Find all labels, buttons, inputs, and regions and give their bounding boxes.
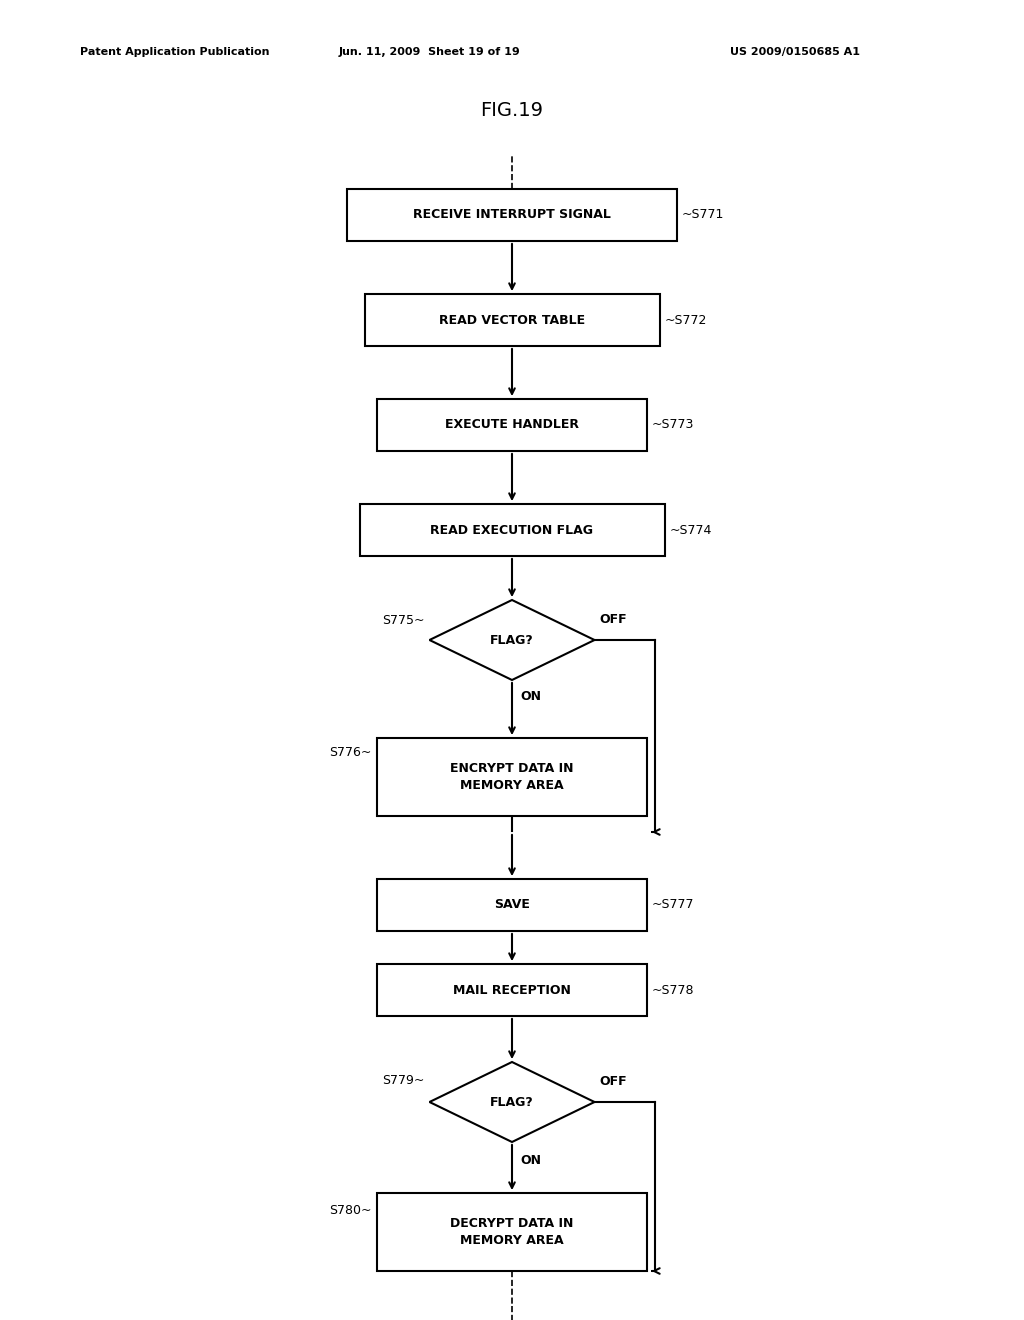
Text: ON: ON bbox=[520, 689, 541, 702]
Bar bbox=[347, 189, 677, 242]
Text: FLAG?: FLAG? bbox=[490, 1096, 534, 1109]
Bar bbox=[377, 1193, 647, 1271]
Text: S775~: S775~ bbox=[382, 614, 425, 627]
Text: ~S773: ~S773 bbox=[652, 418, 694, 432]
Bar bbox=[359, 504, 665, 556]
Bar bbox=[377, 964, 647, 1016]
Text: ~S771: ~S771 bbox=[682, 209, 724, 222]
Polygon shape bbox=[429, 1063, 595, 1142]
Bar bbox=[377, 399, 647, 451]
Text: Jun. 11, 2009  Sheet 19 of 19: Jun. 11, 2009 Sheet 19 of 19 bbox=[339, 48, 521, 57]
Text: READ EXECUTION FLAG: READ EXECUTION FLAG bbox=[430, 524, 594, 536]
Text: READ VECTOR TABLE: READ VECTOR TABLE bbox=[439, 314, 585, 326]
Text: MAIL RECEPTION: MAIL RECEPTION bbox=[453, 983, 571, 997]
Text: ~S777: ~S777 bbox=[652, 899, 694, 912]
Text: DECRYPT DATA IN
MEMORY AREA: DECRYPT DATA IN MEMORY AREA bbox=[451, 1217, 573, 1247]
Text: ~S774: ~S774 bbox=[670, 524, 712, 536]
Text: ON: ON bbox=[520, 1154, 541, 1167]
Polygon shape bbox=[429, 601, 595, 680]
Text: OFF: OFF bbox=[599, 612, 627, 626]
Text: US 2009/0150685 A1: US 2009/0150685 A1 bbox=[730, 48, 860, 57]
Text: S776~: S776~ bbox=[330, 746, 372, 759]
Bar bbox=[365, 294, 659, 346]
Text: ENCRYPT DATA IN
MEMORY AREA: ENCRYPT DATA IN MEMORY AREA bbox=[451, 762, 573, 792]
Text: OFF: OFF bbox=[599, 1074, 627, 1088]
Bar bbox=[377, 738, 647, 816]
Text: S780~: S780~ bbox=[330, 1204, 372, 1217]
Text: SAVE: SAVE bbox=[494, 899, 530, 912]
Text: ~S778: ~S778 bbox=[652, 983, 694, 997]
Bar bbox=[377, 879, 647, 931]
Text: S779~: S779~ bbox=[382, 1073, 425, 1086]
Text: ~S772: ~S772 bbox=[665, 314, 707, 326]
Text: FLAG?: FLAG? bbox=[490, 634, 534, 647]
Text: EXECUTE HANDLER: EXECUTE HANDLER bbox=[445, 418, 579, 432]
Text: Patent Application Publication: Patent Application Publication bbox=[80, 48, 269, 57]
Text: FIG.19: FIG.19 bbox=[480, 100, 544, 120]
Text: RECEIVE INTERRUPT SIGNAL: RECEIVE INTERRUPT SIGNAL bbox=[413, 209, 611, 222]
